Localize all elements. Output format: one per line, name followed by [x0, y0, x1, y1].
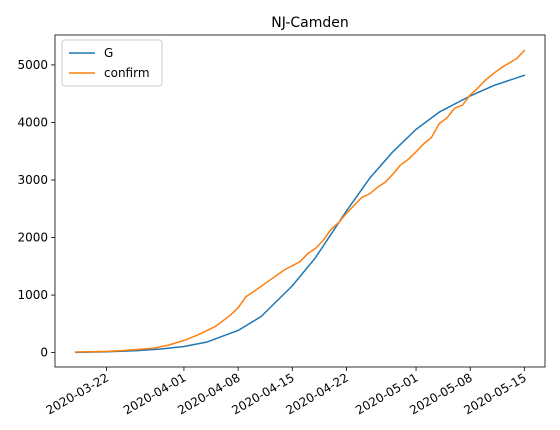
- y-tick-label: 0: [40, 346, 48, 360]
- plot-area: [76, 51, 525, 353]
- legend-label: confirm: [104, 66, 150, 80]
- y-tick-label: 3000: [17, 173, 48, 187]
- chart-title: NJ-Camden: [271, 15, 349, 31]
- series-line-confirm: [76, 51, 525, 353]
- x-axis: 2020-03-22 2020-04-012020-04-082020-04-15…: [44, 367, 529, 417]
- y-tick-label: 1000: [17, 288, 48, 302]
- y-axis: 0 1000 2000 3000 4000 5000: [17, 58, 55, 360]
- y-tick-label: 2000: [17, 231, 48, 245]
- legend-label: G: [104, 46, 113, 60]
- series-line-g: [76, 75, 525, 352]
- y-tick-label: 5000: [17, 58, 48, 72]
- y-tick-label: 4000: [17, 115, 48, 129]
- x-tick-label: 2020-03-22: [44, 370, 111, 417]
